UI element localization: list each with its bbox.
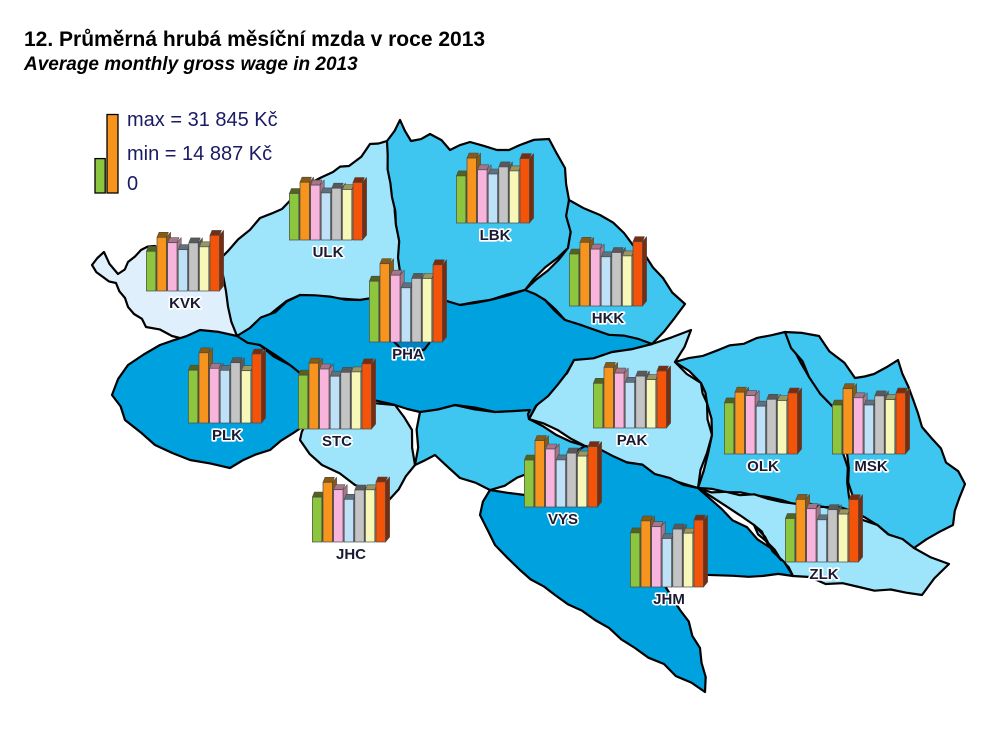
svg-text:JHM: JHM	[653, 591, 685, 608]
svg-text:PHA: PHA	[392, 346, 424, 363]
svg-text:PLK: PLK	[212, 427, 242, 444]
svg-text:JHC: JHC	[336, 546, 366, 563]
svg-text:0: 0	[127, 173, 138, 195]
svg-text:HKK: HKK	[592, 310, 625, 327]
svg-text:PAK: PAK	[617, 432, 648, 449]
svg-text:KVK: KVK	[169, 295, 201, 312]
svg-text:VYS: VYS	[548, 511, 578, 528]
svg-text:min = 14 887 Kč: min = 14 887 Kč	[127, 143, 272, 165]
svg-text:STC: STC	[322, 433, 352, 450]
svg-text:MSK: MSK	[854, 458, 888, 475]
svg-text:max = 31 845 Kč: max = 31 845 Kč	[127, 109, 278, 131]
svg-text:LBK: LBK	[480, 227, 511, 244]
svg-text:OLK: OLK	[747, 458, 779, 475]
svg-text:ZLK: ZLK	[809, 566, 838, 583]
svg-text:ULK: ULK	[313, 244, 344, 261]
